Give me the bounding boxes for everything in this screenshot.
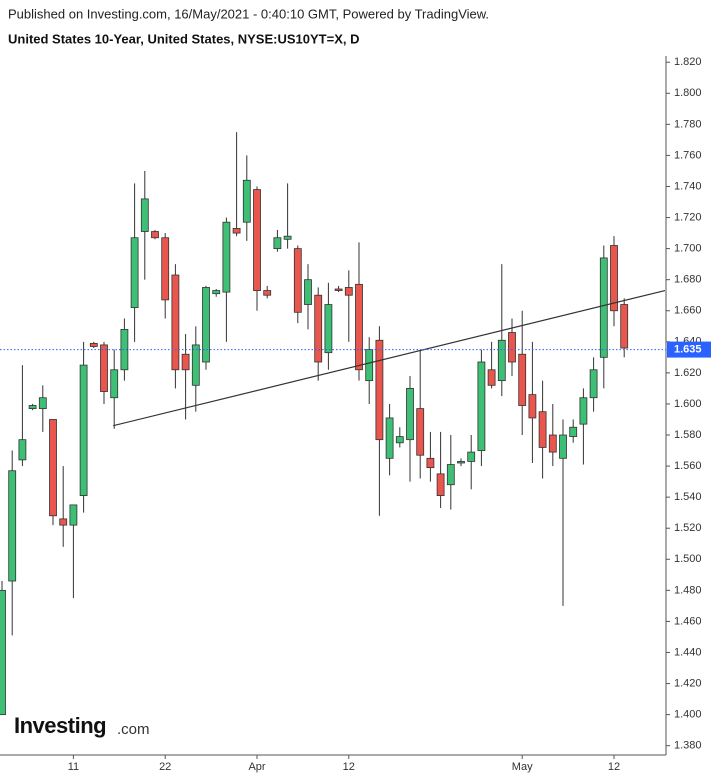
candle-body [375, 339, 384, 441]
candle-body [355, 283, 363, 371]
y-tick-label: 1.600 [674, 398, 702, 410]
candle-body [79, 364, 88, 496]
candle-body [253, 189, 261, 291]
candle-body [518, 353, 527, 406]
candle-body [334, 288, 343, 291]
candle-body [416, 408, 425, 456]
x-tick-label: 11 [68, 761, 79, 773]
candle-body [610, 245, 618, 312]
y-tick-label: 1.800 [674, 87, 702, 99]
y-tick-label: 1.420 [674, 677, 702, 689]
x-tick-label: 22 [159, 761, 171, 773]
candle-body [426, 457, 435, 469]
candle-body [242, 179, 251, 223]
candle-body [599, 257, 608, 358]
candle-body [579, 397, 588, 425]
candle-body [171, 274, 180, 371]
candle-body [559, 434, 567, 459]
candle-body [497, 339, 506, 382]
logo-suffix: .com [117, 721, 150, 738]
candle-body [528, 394, 537, 419]
candle-body [18, 439, 27, 461]
y-tick-label: 1.440 [674, 646, 702, 658]
x-tick-label: May [512, 761, 533, 773]
candle-body [69, 504, 78, 526]
candle-body [263, 290, 272, 296]
candle-body [232, 228, 241, 234]
y-tick-label: 1.820 [674, 56, 702, 68]
last-price-box [667, 341, 711, 358]
y-tick-label: 1.540 [674, 491, 702, 503]
candle-body [49, 419, 57, 517]
candle-body [487, 369, 496, 386]
published-note: Published on Investing.com, 16/May/2021 … [8, 6, 489, 21]
y-tick-label: 1.580 [674, 429, 702, 441]
candle-body [467, 451, 476, 462]
candle-body [151, 231, 159, 239]
y-tick-label: 1.520 [674, 522, 702, 534]
candle-body [406, 388, 414, 441]
y-tick-label: 1.620 [674, 367, 702, 379]
candle-body [161, 237, 170, 301]
logo: Investing [14, 713, 106, 738]
y-tick-label: 1.400 [674, 709, 702, 721]
y-tick-label: 1.740 [674, 180, 702, 192]
candle-body [283, 235, 292, 240]
candle-body [620, 304, 629, 349]
candle-body [100, 344, 108, 392]
candle-body [436, 473, 445, 496]
candle-body [191, 344, 200, 386]
candle-body [344, 287, 353, 296]
candle-body [589, 369, 598, 399]
candle-body [304, 279, 312, 305]
candle-body [538, 411, 547, 448]
last-price-label: 1.635 [674, 343, 702, 355]
candle-body [130, 237, 139, 309]
x-tick-label: 12 [343, 761, 355, 773]
candle-body [181, 353, 190, 371]
y-tick-label: 1.380 [674, 740, 702, 752]
candle-body [457, 461, 465, 464]
y-tick-label: 1.760 [674, 149, 702, 161]
candle-body [446, 464, 455, 486]
candle-body [385, 417, 394, 459]
y-tick-label: 1.560 [674, 460, 702, 472]
candle-body [212, 290, 221, 295]
candle-body [89, 342, 98, 347]
candle-body [202, 287, 210, 363]
candle-body [324, 304, 333, 354]
x-tick-label: 12 [608, 761, 620, 773]
y-tick-label: 1.500 [674, 553, 702, 565]
candle-body [0, 589, 6, 716]
y-tick-label: 1.680 [674, 274, 702, 286]
chart-title: United States 10-Year, United States, NY… [8, 31, 359, 46]
candle-body [365, 349, 374, 382]
candle-body [59, 518, 68, 526]
y-tick-label: 1.660 [674, 305, 702, 317]
candle-body [28, 405, 37, 410]
candle-body [273, 237, 282, 250]
candle-body [477, 361, 486, 451]
candle-body [38, 397, 47, 410]
candle-body [222, 221, 231, 293]
candle-body [140, 198, 149, 232]
candle-body [395, 436, 404, 444]
y-tick-label: 1.780 [674, 118, 702, 130]
candle-body [293, 248, 302, 313]
candle-body [120, 328, 129, 371]
y-tick-label: 1.700 [674, 243, 702, 255]
candle-body [548, 434, 557, 453]
candle-body [110, 369, 119, 399]
y-tick-label: 1.460 [674, 615, 702, 627]
candle-body [8, 470, 17, 582]
candle-body [314, 294, 323, 363]
y-tick-label: 1.720 [674, 211, 702, 223]
y-tick-label: 1.480 [674, 584, 702, 596]
x-tick-label: Apr [248, 761, 265, 773]
trendline [113, 289, 666, 427]
candle-body [508, 332, 516, 363]
candle-body [569, 426, 578, 437]
